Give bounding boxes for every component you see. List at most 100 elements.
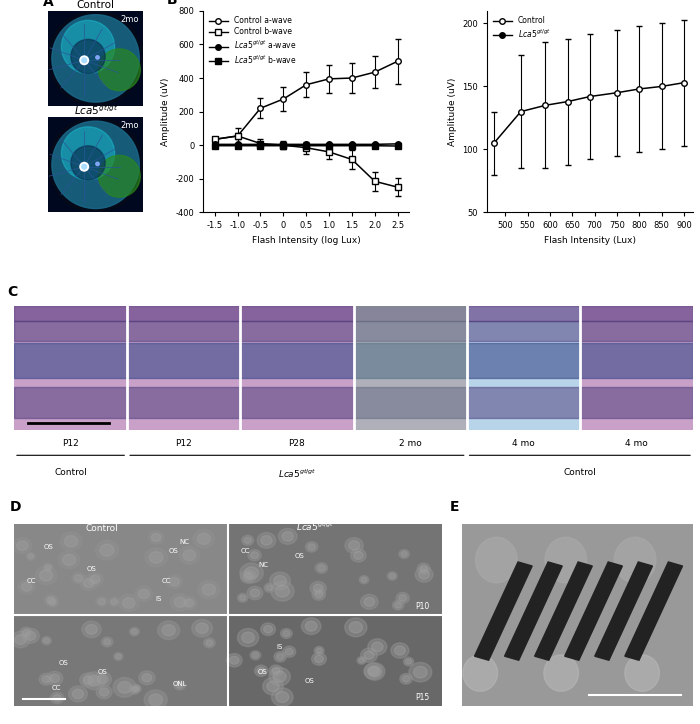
Bar [240, 387, 354, 418]
Circle shape [100, 544, 114, 556]
Circle shape [96, 56, 99, 59]
Ellipse shape [625, 654, 659, 691]
Bar [475, 562, 532, 660]
Circle shape [69, 686, 88, 702]
Circle shape [247, 586, 262, 599]
Bar [228, 523, 442, 615]
Circle shape [47, 597, 55, 604]
Circle shape [266, 585, 273, 591]
Circle shape [255, 665, 267, 676]
Text: OS: OS [97, 669, 107, 675]
Bar [14, 615, 228, 706]
Circle shape [63, 555, 76, 565]
Circle shape [202, 584, 216, 595]
Circle shape [48, 11, 143, 106]
Circle shape [271, 581, 294, 601]
Circle shape [364, 597, 374, 606]
Circle shape [90, 575, 100, 584]
Circle shape [305, 542, 318, 552]
Circle shape [310, 581, 326, 595]
Circle shape [315, 591, 323, 598]
Circle shape [196, 623, 209, 634]
Circle shape [82, 621, 102, 638]
Circle shape [360, 594, 378, 610]
Circle shape [87, 573, 104, 586]
Circle shape [250, 651, 260, 660]
Circle shape [95, 540, 119, 560]
Text: P28: P28 [288, 439, 305, 448]
Circle shape [18, 579, 35, 594]
Circle shape [82, 58, 87, 63]
Bar [467, 321, 580, 340]
Circle shape [270, 572, 290, 590]
Circle shape [60, 532, 82, 551]
Circle shape [28, 554, 34, 559]
Circle shape [281, 628, 292, 639]
Circle shape [368, 639, 387, 655]
Circle shape [198, 580, 220, 599]
Circle shape [286, 649, 293, 655]
Circle shape [132, 684, 141, 692]
Circle shape [409, 662, 432, 682]
Circle shape [99, 688, 109, 696]
Circle shape [74, 575, 83, 581]
Circle shape [276, 691, 289, 702]
Circle shape [148, 531, 164, 544]
Text: P12: P12 [176, 439, 192, 448]
Circle shape [240, 570, 256, 584]
Circle shape [275, 585, 289, 597]
Bar [580, 387, 693, 418]
Circle shape [227, 654, 242, 667]
Circle shape [276, 654, 284, 660]
Circle shape [145, 548, 167, 567]
Circle shape [178, 547, 199, 564]
Circle shape [305, 621, 317, 631]
Circle shape [10, 631, 30, 648]
Circle shape [46, 671, 63, 686]
Bar [240, 343, 354, 378]
Circle shape [83, 675, 93, 684]
Text: CC: CC [241, 548, 251, 554]
Circle shape [85, 624, 97, 634]
Circle shape [357, 657, 366, 664]
Text: NC: NC [180, 539, 190, 544]
Circle shape [230, 656, 239, 664]
Bar [354, 306, 467, 430]
Circle shape [399, 594, 407, 602]
Circle shape [272, 668, 280, 674]
Circle shape [312, 652, 326, 665]
Circle shape [48, 117, 143, 212]
Text: 4 mo: 4 mo [512, 439, 535, 448]
Circle shape [13, 538, 32, 554]
Circle shape [64, 536, 78, 547]
Circle shape [273, 671, 286, 682]
Bar [467, 343, 580, 378]
Circle shape [396, 592, 410, 604]
Text: OS: OS [305, 678, 315, 684]
Circle shape [139, 671, 155, 685]
Circle shape [104, 639, 111, 645]
Circle shape [272, 688, 293, 706]
Circle shape [22, 628, 39, 644]
Circle shape [372, 642, 383, 652]
Circle shape [193, 529, 215, 548]
Circle shape [403, 657, 414, 666]
Circle shape [144, 690, 167, 710]
Circle shape [35, 566, 57, 585]
Circle shape [345, 618, 367, 637]
Circle shape [282, 531, 293, 541]
Circle shape [314, 584, 323, 592]
Circle shape [244, 567, 258, 579]
Circle shape [42, 675, 50, 683]
Circle shape [162, 625, 175, 636]
Text: 2mo: 2mo [121, 14, 139, 24]
Circle shape [113, 652, 123, 660]
Legend: Control, $Lca5^{gt/gt}$: Control, $Lca5^{gt/gt}$ [491, 14, 552, 41]
Bar [535, 562, 592, 660]
Ellipse shape [475, 537, 517, 583]
Circle shape [239, 595, 246, 600]
Circle shape [395, 646, 405, 655]
Circle shape [132, 629, 137, 634]
Text: Control: Control [85, 524, 118, 533]
Text: CC: CC [51, 686, 61, 691]
